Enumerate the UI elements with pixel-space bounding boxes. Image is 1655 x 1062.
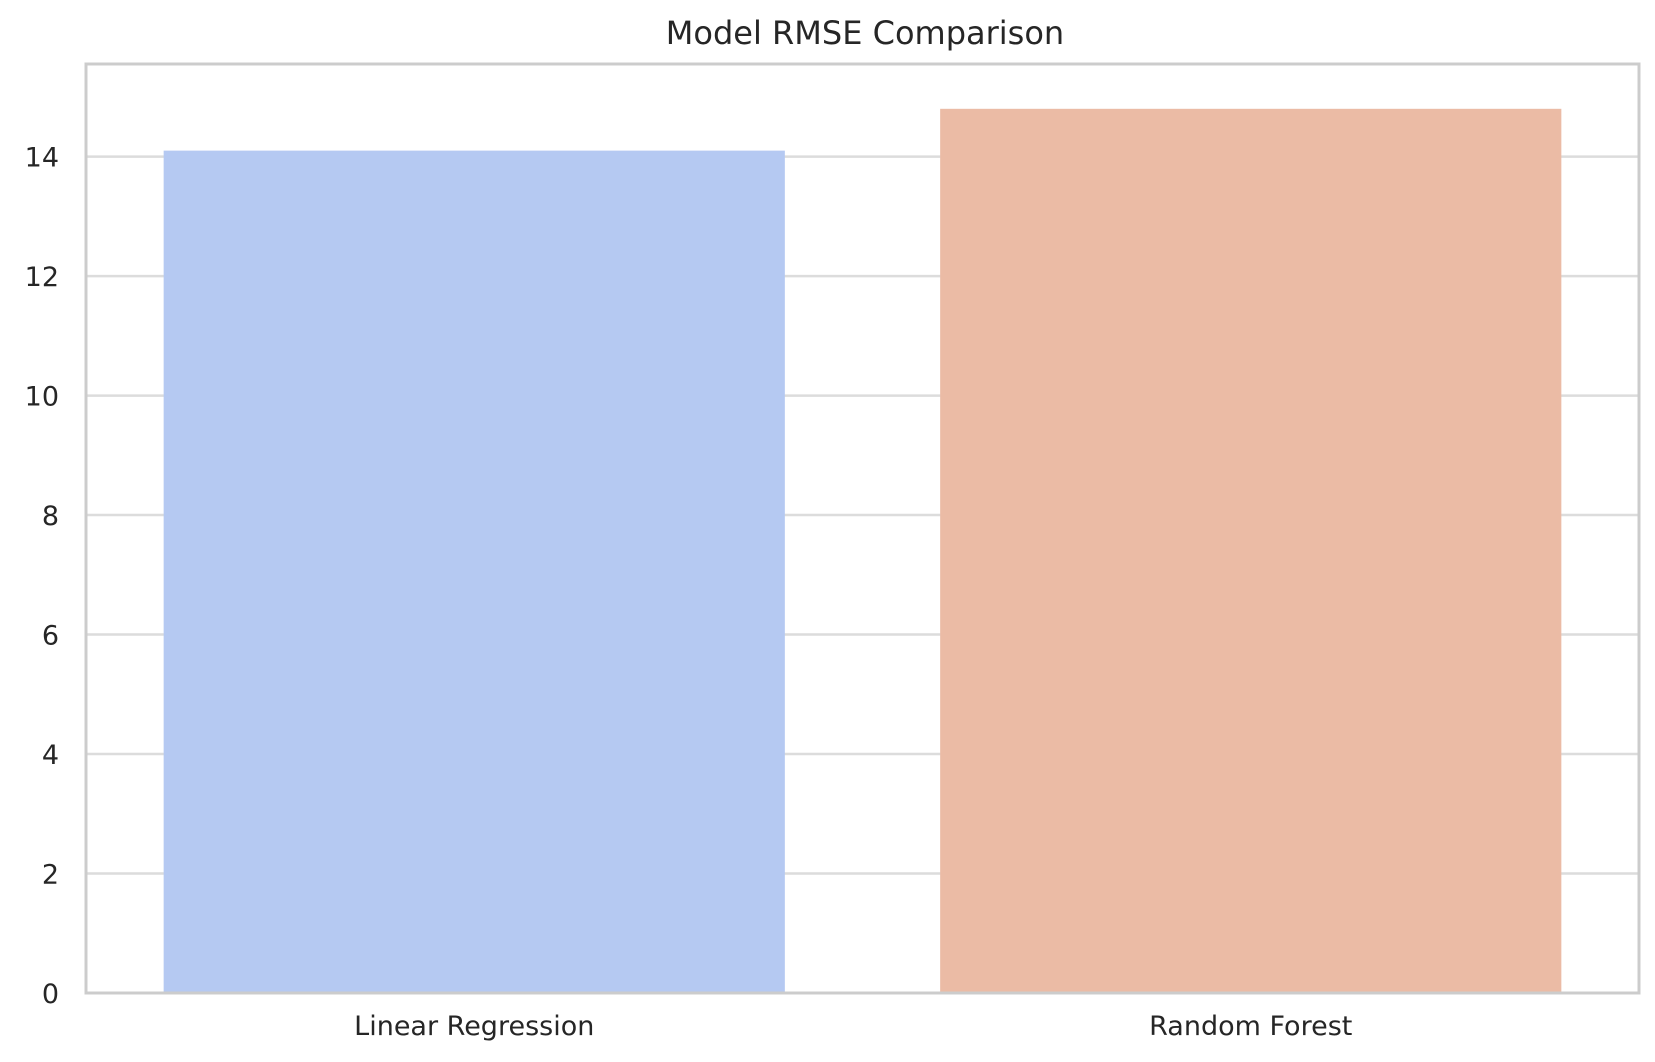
bars — [163, 108, 1562, 994]
bar-random-forest — [940, 108, 1562, 994]
y-tick-label: 8 — [42, 501, 59, 532]
y-tick-label: 0 — [42, 979, 59, 1010]
x-tick-label: Random Forest — [1149, 1011, 1352, 1042]
bar-linear-regression — [163, 150, 785, 993]
y-axis-ticks: 0 2 4 6 8 10 12 14 — [25, 143, 59, 1010]
x-tick-label: Linear Regression — [354, 1011, 594, 1042]
chart-title: Model RMSE Comparison — [666, 14, 1064, 52]
y-tick-label: 14 — [25, 143, 59, 174]
plot-frame — [84, 62, 1641, 995]
y-tick-label: 6 — [42, 621, 59, 652]
y-tick-label: 10 — [25, 382, 59, 413]
y-tick-label: 4 — [42, 740, 59, 771]
x-axis-ticks: Linear Regression Random Forest — [354, 1011, 1352, 1042]
y-tick-label: 12 — [25, 262, 59, 293]
y-tick-label: 2 — [42, 860, 59, 891]
